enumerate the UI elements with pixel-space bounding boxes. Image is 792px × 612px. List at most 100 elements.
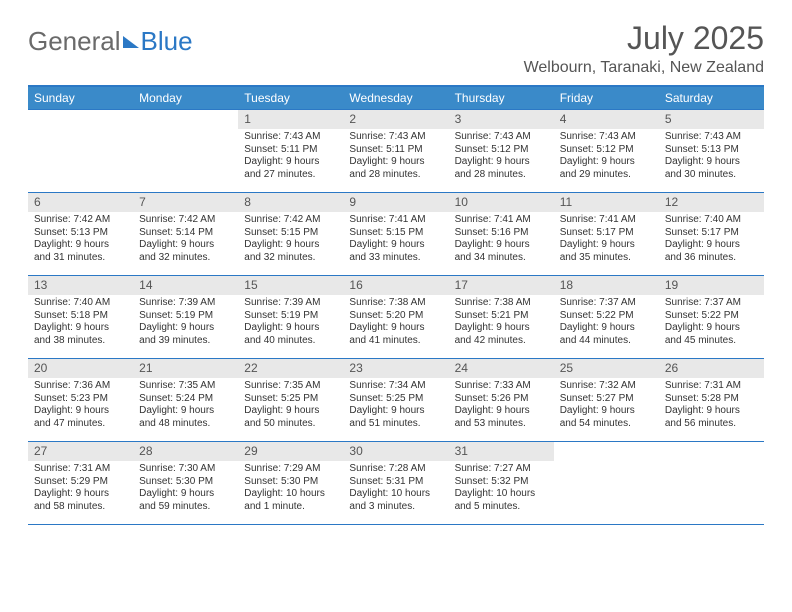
day-cell: 21Sunrise: 7:35 AMSunset: 5:24 PMDayligh…: [133, 359, 238, 441]
dow-cell: Monday: [133, 87, 238, 109]
day-cell: 2Sunrise: 7:43 AMSunset: 5:11 PMDaylight…: [343, 110, 448, 192]
day-line: Sunrise: 7:42 AM: [244, 214, 337, 227]
day-number: 5: [659, 110, 764, 129]
day-line: Sunrise: 7:41 AM: [455, 214, 548, 227]
day-line: and 28 minutes.: [455, 169, 548, 182]
day-line: Sunrise: 7:29 AM: [244, 463, 337, 476]
day-number: 28: [133, 442, 238, 461]
day-line: Sunset: 5:22 PM: [665, 310, 758, 323]
day-line: Daylight: 9 hours: [34, 322, 127, 335]
day-cell: 27Sunrise: 7:31 AMSunset: 5:29 PMDayligh…: [28, 442, 133, 524]
day-line: and 32 minutes.: [244, 252, 337, 265]
day-cell: 26Sunrise: 7:31 AMSunset: 5:28 PMDayligh…: [659, 359, 764, 441]
day-body: Sunrise: 7:43 AMSunset: 5:12 PMDaylight:…: [554, 131, 659, 181]
day-line: Sunrise: 7:33 AM: [455, 380, 548, 393]
day-body: Sunrise: 7:27 AMSunset: 5:32 PMDaylight:…: [449, 463, 554, 513]
day-cell: 14Sunrise: 7:39 AMSunset: 5:19 PMDayligh…: [133, 276, 238, 358]
day-number: 20: [28, 359, 133, 378]
day-cell: 13Sunrise: 7:40 AMSunset: 5:18 PMDayligh…: [28, 276, 133, 358]
day-body: Sunrise: 7:35 AMSunset: 5:24 PMDaylight:…: [133, 380, 238, 430]
day-line: Sunset: 5:25 PM: [244, 393, 337, 406]
day-line: Daylight: 9 hours: [139, 322, 232, 335]
day-line: and 42 minutes.: [455, 335, 548, 348]
day-line: Sunrise: 7:40 AM: [665, 214, 758, 227]
day-line: Sunrise: 7:35 AM: [244, 380, 337, 393]
day-line: and 5 minutes.: [455, 501, 548, 514]
dow-cell: Sunday: [28, 87, 133, 109]
day-line: and 36 minutes.: [665, 252, 758, 265]
day-cell: 5 Sunrise: 7:43 AMSunset: 5:13 PMDaylight…: [659, 110, 764, 192]
day-line: Daylight: 9 hours: [139, 405, 232, 418]
day-line: Sunrise: 7:42 AM: [34, 214, 127, 227]
day-number: 27: [28, 442, 133, 461]
day-line: Daylight: 9 hours: [455, 322, 548, 335]
dow-cell: Friday: [554, 87, 659, 109]
day-line: Sunset: 5:15 PM: [349, 227, 442, 240]
day-cell: 7 Sunrise: 7:42 AMSunset: 5:14 PMDaylight…: [133, 193, 238, 275]
day-line: Daylight: 9 hours: [34, 488, 127, 501]
day-body: Sunrise: 7:28 AMSunset: 5:31 PMDaylight:…: [343, 463, 448, 513]
day-line: Sunrise: 7:37 AM: [665, 297, 758, 310]
day-body: Sunrise: 7:31 AMSunset: 5:28 PMDaylight:…: [659, 380, 764, 430]
day-line: Sunrise: 7:43 AM: [244, 131, 337, 144]
day-line: and 31 minutes.: [34, 252, 127, 265]
day-cell: 10Sunrise: 7:41 AMSunset: 5:16 PMDayligh…: [449, 193, 554, 275]
day-line: and 44 minutes.: [560, 335, 653, 348]
day-number: 25: [554, 359, 659, 378]
day-line: Sunrise: 7:41 AM: [560, 214, 653, 227]
day-line: and 53 minutes.: [455, 418, 548, 431]
day-line: Sunset: 5:12 PM: [455, 144, 548, 157]
day-number: 18: [554, 276, 659, 295]
day-body: Sunrise: 7:37 AMSunset: 5:22 PMDaylight:…: [554, 297, 659, 347]
day-number: 30: [343, 442, 448, 461]
day-cell: 20 Sunrise: 7:36 AMSunset: 5:23 PMDayligh…: [28, 359, 133, 441]
logo: General Blue: [28, 20, 193, 57]
dow-cell: Tuesday: [238, 87, 343, 109]
day-cell: [659, 442, 764, 524]
day-line: and 30 minutes.: [665, 169, 758, 182]
day-line: and 54 minutes.: [560, 418, 653, 431]
day-body: Sunrise: 7:43 AMSunset: 5:11 PMDaylight:…: [343, 131, 448, 181]
day-number: 14: [133, 276, 238, 295]
day-number: 7: [133, 193, 238, 212]
day-line: and 32 minutes.: [139, 252, 232, 265]
day-line: and 34 minutes.: [455, 252, 548, 265]
day-line: Daylight: 9 hours: [349, 322, 442, 335]
day-number: 15: [238, 276, 343, 295]
day-line: Daylight: 9 hours: [455, 405, 548, 418]
day-body: Sunrise: 7:43 AMSunset: 5:13 PMDaylight:…: [659, 131, 764, 181]
day-cell: 30 Sunrise: 7:28 AMSunset: 5:31 PMDayligh…: [343, 442, 448, 524]
day-line: Sunrise: 7:43 AM: [349, 131, 442, 144]
day-number: 10: [449, 193, 554, 212]
day-cell: [28, 110, 133, 192]
day-line: Daylight: 9 hours: [244, 239, 337, 252]
day-line: and 40 minutes.: [244, 335, 337, 348]
day-line: and 41 minutes.: [349, 335, 442, 348]
week-row: 20 Sunrise: 7:36 AMSunset: 5:23 PMDayligh…: [28, 358, 764, 441]
day-line: Daylight: 9 hours: [560, 156, 653, 169]
day-line: Sunset: 5:17 PM: [560, 227, 653, 240]
day-line: and 29 minutes.: [560, 169, 653, 182]
day-line: Sunset: 5:15 PM: [244, 227, 337, 240]
day-line: Sunrise: 7:28 AM: [349, 463, 442, 476]
day-line: Sunrise: 7:37 AM: [560, 297, 653, 310]
day-number: 4: [554, 110, 659, 129]
day-body: Sunrise: 7:36 AMSunset: 5:23 PMDaylight:…: [28, 380, 133, 430]
day-line: and 47 minutes.: [34, 418, 127, 431]
day-line: Sunrise: 7:41 AM: [349, 214, 442, 227]
day-cell: 23Sunrise: 7:34 AMSunset: 5:25 PMDayligh…: [343, 359, 448, 441]
day-line: Daylight: 9 hours: [34, 239, 127, 252]
day-number: 3: [449, 110, 554, 129]
day-line: and 56 minutes.: [665, 418, 758, 431]
day-line: Sunrise: 7:43 AM: [560, 131, 653, 144]
day-number: 17: [449, 276, 554, 295]
day-line: Sunset: 5:19 PM: [139, 310, 232, 323]
day-cell: 25Sunrise: 7:32 AMSunset: 5:27 PMDayligh…: [554, 359, 659, 441]
day-line: Sunset: 5:11 PM: [244, 144, 337, 157]
day-line: Sunset: 5:14 PM: [139, 227, 232, 240]
day-line: Sunrise: 7:43 AM: [665, 131, 758, 144]
day-line: Daylight: 9 hours: [455, 239, 548, 252]
day-body: Sunrise: 7:42 AMSunset: 5:14 PMDaylight:…: [133, 214, 238, 264]
location: Welbourn, Taranaki, New Zealand: [524, 59, 764, 77]
day-line: and 39 minutes.: [139, 335, 232, 348]
